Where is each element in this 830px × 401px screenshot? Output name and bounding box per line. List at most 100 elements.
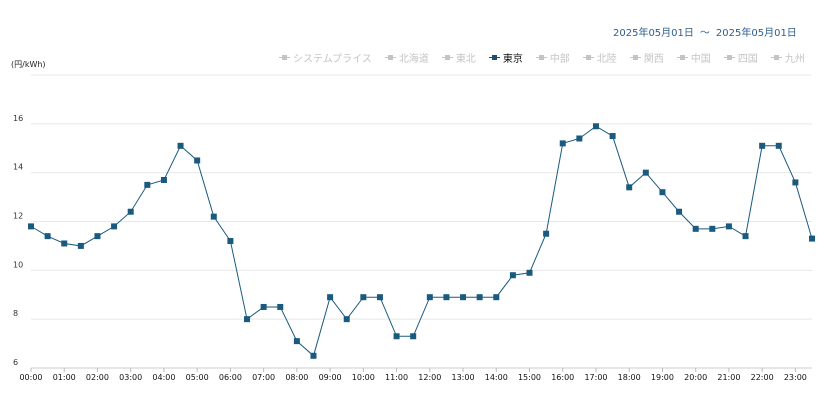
legend-label: 中部 <box>549 54 570 65</box>
data-point <box>493 294 500 301</box>
legend-marker-icon <box>629 54 641 62</box>
x-tick-label: 09:00 <box>319 373 342 382</box>
data-point <box>426 294 433 301</box>
legend-item-2[interactable]: 東北 <box>441 50 476 65</box>
x-tick-label: 21:00 <box>717 373 740 382</box>
data-point <box>692 225 699 232</box>
legend-marker-icon <box>723 54 735 62</box>
y-tick-label: 10 <box>13 260 23 269</box>
x-tick-label: 03:00 <box>119 373 142 382</box>
legend-label: 四国 <box>737 54 758 65</box>
data-point <box>360 294 367 301</box>
data-point <box>725 223 732 230</box>
data-point <box>410 333 417 340</box>
data-point <box>260 303 267 310</box>
legend-item-7[interactable]: 中国 <box>676 50 711 65</box>
x-tick-label: 08:00 <box>285 373 308 382</box>
legend-marker-icon <box>279 54 290 62</box>
y-tick-label: 14 <box>13 163 23 172</box>
y-tick-label: 16 <box>13 114 23 123</box>
x-tick-label: 14:00 <box>485 373 508 382</box>
legend-item-4[interactable]: 中部 <box>535 50 570 65</box>
legend-label: 北陸 <box>596 54 617 65</box>
legend-marker-icon <box>676 54 688 62</box>
legend-label: 関西 <box>643 54 664 65</box>
legend-label: 北海道 <box>398 54 429 65</box>
x-tick-label: 10:00 <box>352 373 375 382</box>
legend-item-9[interactable]: 九州 <box>770 50 805 65</box>
x-tick-label: 23:00 <box>784 373 807 382</box>
series-line <box>30 125 813 357</box>
legend-item-6[interactable]: 関西 <box>629 50 664 65</box>
x-tick-label: 06:00 <box>219 373 242 382</box>
data-point <box>94 233 101 240</box>
y-tick-label: 6 <box>13 358 18 367</box>
data-point <box>759 142 766 149</box>
legend-item-8[interactable]: 四国 <box>723 50 758 65</box>
y-axis-ticks: 6 8 10 12 14 16 <box>13 114 23 367</box>
legend-item-1[interactable]: 北海道 <box>384 50 429 65</box>
x-tick-label: 00:00 <box>19 373 42 382</box>
data-point <box>343 316 350 323</box>
date-from: 2025年05月01日 <box>613 28 694 39</box>
legend-item-5[interactable]: 北陸 <box>582 50 617 65</box>
data-point <box>809 235 815 242</box>
data-point <box>244 316 251 323</box>
data-point <box>775 142 782 149</box>
x-tick-label: 18:00 <box>618 373 641 382</box>
data-point <box>194 157 201 164</box>
data-point <box>376 294 383 301</box>
x-tick-label: 12:00 <box>418 373 441 382</box>
date-range: 2025年05月01日 ～ 2025年05月01日 <box>613 24 813 39</box>
x-tick-label: 04:00 <box>152 373 175 382</box>
x-tick-label: 11:00 <box>385 373 408 382</box>
legend-marker-icon <box>384 54 396 62</box>
x-tick-label: 22:00 <box>751 373 774 382</box>
grid-lines <box>31 74 812 369</box>
legend-item-3[interactable]: 東京 <box>488 50 523 65</box>
data-point <box>676 208 683 215</box>
data-point <box>609 133 616 140</box>
x-tick-label: 20:00 <box>684 373 707 382</box>
legend-marker-icon <box>770 54 782 62</box>
data-point <box>310 352 317 359</box>
x-tick-label: 15:00 <box>518 373 541 382</box>
data-point <box>210 213 217 220</box>
data-point <box>509 272 516 279</box>
x-tick-label: 05:00 <box>186 373 209 382</box>
data-point <box>742 233 749 240</box>
data-point <box>659 189 666 196</box>
data-point <box>709 225 716 232</box>
date-separator: ～ <box>699 28 710 39</box>
data-point <box>177 142 184 149</box>
data-point <box>144 181 151 188</box>
legend-marker-icon <box>488 54 500 62</box>
legend-item-0[interactable]: システムプライス <box>279 50 372 65</box>
x-tick-label: 19:00 <box>651 373 674 382</box>
data-point <box>127 208 134 215</box>
x-axis: 00:00 01:00 02:00 03:00 04:00 05:00 06:00 07:00… <box>19 367 812 382</box>
y-tick-label: 12 <box>13 212 23 221</box>
x-tick-label: 02:00 <box>86 373 109 382</box>
legend-label: 九州 <box>784 54 805 65</box>
data-point <box>626 184 633 191</box>
data-point <box>28 223 34 230</box>
data-point <box>460 294 467 301</box>
date-to: 2025年05月01日 <box>715 28 797 39</box>
data-point <box>576 135 583 142</box>
legend-marker-icon <box>582 54 594 62</box>
data-point <box>277 303 284 310</box>
x-tick-label: 13:00 <box>452 373 475 382</box>
data-point <box>443 294 450 301</box>
x-tick-label: 01:00 <box>53 373 76 382</box>
data-point <box>592 123 599 130</box>
data-point <box>160 176 167 183</box>
legend-marker-icon <box>535 54 547 62</box>
y-tick-label: 8 <box>13 309 18 318</box>
legend-label: 東北 <box>455 54 476 65</box>
y-axis-unit-label: (円/kWh) <box>11 60 46 69</box>
data-point <box>227 238 234 245</box>
data-point <box>44 233 51 240</box>
